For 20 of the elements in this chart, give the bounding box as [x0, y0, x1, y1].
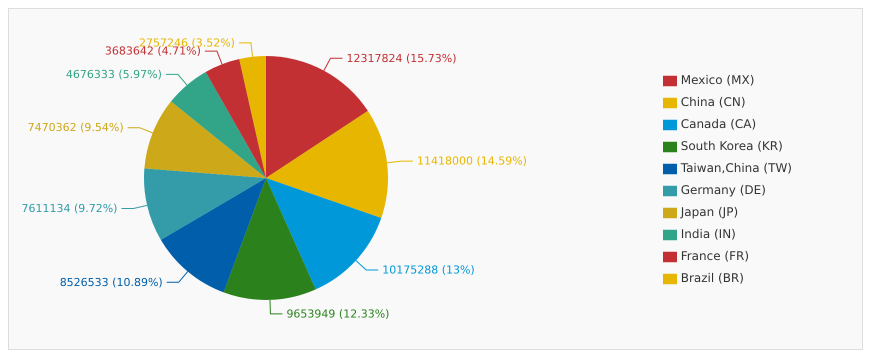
legend-label: Canada (CA)	[680, 117, 756, 131]
legend-label: Brazil (BR)	[680, 271, 744, 285]
data-label: 7470362 (9.54%)	[28, 121, 124, 134]
legend-label: Mexico (MX)	[680, 73, 754, 87]
data-label: 10175288 (13%)	[382, 263, 475, 276]
pie-slice	[160, 178, 266, 292]
data-label: 9653949 (12.33%)	[286, 307, 390, 320]
data-label: 12317824 (15.73%)	[346, 52, 457, 65]
data-label: 4676333 (5.97%)	[66, 68, 162, 81]
legend-label: China (CN)	[680, 95, 746, 109]
legend-label: India (IN)	[680, 227, 736, 241]
legend-label: South Korea (KR)	[680, 139, 783, 153]
data-label: 11418000 (14.59%)	[416, 154, 527, 168]
pie-slice	[266, 178, 382, 290]
legend-label: France (FR)	[680, 249, 750, 263]
data-label: 8526533 (10.89%)	[60, 276, 163, 289]
data-label: 7611134 (9.72%)	[21, 202, 118, 216]
legend-label: Japan (JP)	[680, 205, 738, 219]
legend-label: Taiwan,China (TW)	[680, 161, 792, 175]
legend-label: Germany (DE)	[680, 183, 766, 197]
